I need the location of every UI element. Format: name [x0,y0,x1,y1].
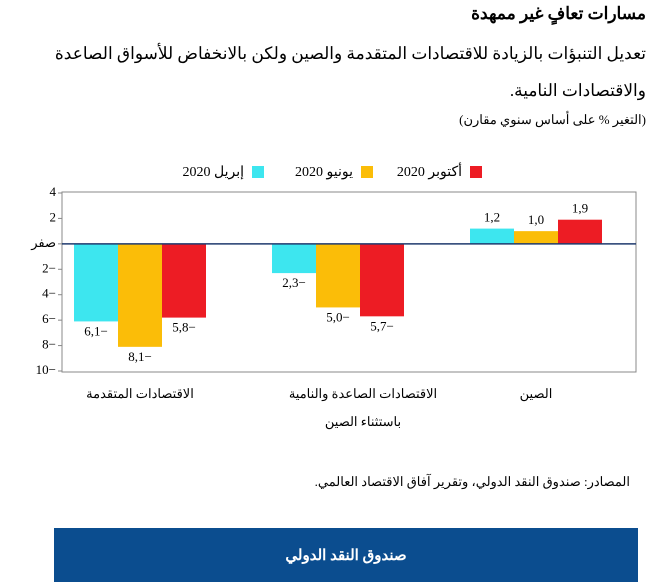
bar [316,243,360,308]
y-tick-label: 8− [42,337,56,352]
legend-label: يونيو 2020 [295,164,353,180]
y-tick-label: 4 [50,184,57,199]
legend-item: إبريل 2020 [182,162,264,182]
bar [514,231,558,244]
y-tick-label: 2− [42,260,56,275]
bar [360,243,404,317]
value-label: 1,9 [572,201,588,216]
legend-label: إبريل 2020 [182,164,244,180]
value-label: 5,8− [172,320,196,335]
y-tick-label: صفر [30,235,56,251]
x-tick-label: الصين [519,386,553,401]
y-tick-label: 4− [42,286,56,301]
chart-subtitle: تعديل التنبؤات بالزيادة للاقتصادات المتق… [54,44,646,100]
legend-swatch [470,166,482,178]
x-tick-label: الاقتصادات الصاعدة والنامية باستثناء الص… [288,386,438,429]
bar [558,219,602,244]
bar [74,243,118,322]
bar [470,228,514,244]
legend-label: أكتوبر 2020 [396,164,462,180]
value-label: 1,2 [484,210,500,225]
value-label: 1,0 [528,212,544,227]
value-label: 5,7− [370,318,394,333]
value-label: 6,1− [84,323,108,338]
bar [118,243,162,347]
bar [162,243,206,318]
chart-note: (التغير % على أساس سنوي مقارن) [459,112,646,127]
x-tick-label: الاقتصادات المتقدمة [86,386,194,401]
plot-frame [61,191,637,373]
legend-item: أكتوبر 2020 [397,162,482,182]
source-note: المصادر: صندوق النقد الدولي، وتقرير آفاق… [314,474,630,489]
y-tick-label: 10− [36,362,56,377]
legend-swatch [361,166,373,178]
value-label: 8,1− [128,349,152,364]
legend-item: يونيو 2020 [295,162,373,182]
y-tick-label: 2 [50,209,57,224]
footer-button[interactable]: صندوق النقد الدولي [54,528,638,582]
value-label: 5,0− [326,309,350,324]
chart-title: مسارات تعافٍ غير ممهدة [471,4,646,23]
value-label: 2,3− [282,275,306,290]
y-tick-label: 6− [42,311,56,326]
bar [272,243,316,274]
legend-swatch [252,166,264,178]
